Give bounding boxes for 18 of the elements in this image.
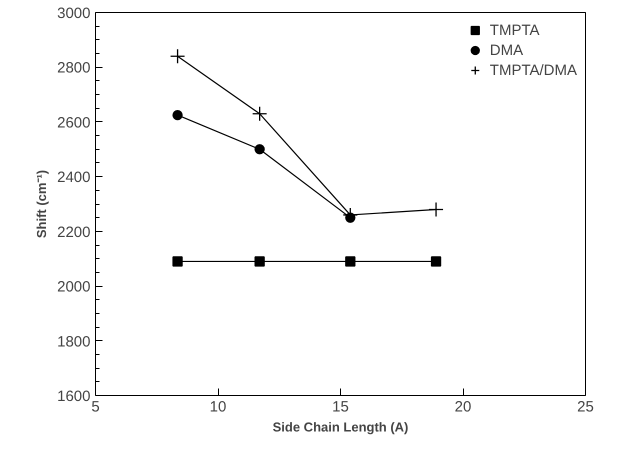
- y-tick-label: 2400: [57, 169, 91, 186]
- x-tick-label: 20: [454, 398, 472, 416]
- legend-label: DMA: [490, 42, 524, 58]
- x-axis-title: Side Chain Length (A): [272, 420, 408, 434]
- y-tick-label: 1600: [57, 388, 91, 405]
- y-tick-label: 2000: [57, 278, 91, 296]
- x-tick-label: 15: [332, 398, 349, 416]
- legend-label: TMPTA: [490, 22, 540, 38]
- y-tick-label: 2600: [57, 114, 91, 132]
- y-tick-label: 2800: [57, 60, 91, 77]
- legend-label: TMPTA/DMA: [490, 62, 577, 78]
- y-tick-label: 1800: [57, 333, 91, 350]
- y-axis-title: Shift (cm⁻¹): [34, 170, 50, 238]
- y-tick-label: 2200: [57, 224, 91, 241]
- x-tick-label: 5: [91, 398, 100, 416]
- y-tick-label: 3000: [57, 5, 91, 22]
- x-tick-label: 10: [210, 398, 226, 416]
- x-tick-label: 25: [577, 398, 594, 416]
